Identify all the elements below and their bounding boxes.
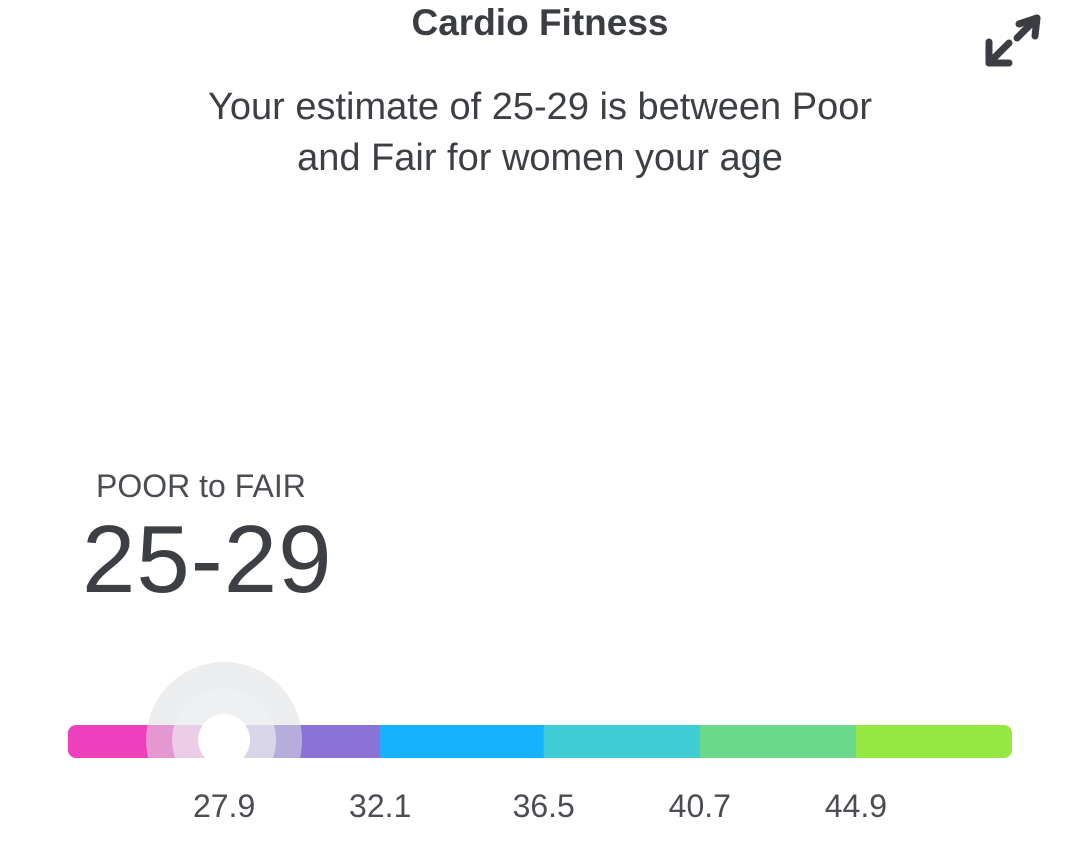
page-title: Cardio Fitness — [411, 2, 669, 43]
summary-line-2: and Fair for women your age — [297, 137, 783, 179]
fitness-gauge — [68, 662, 1012, 758]
tick-label: 40.7 — [668, 788, 731, 824]
gauge-segment-5 — [699, 725, 857, 758]
summary-line-1: Your estimate of 25-29 is between Poor — [208, 86, 872, 128]
gauge-segment-6 — [855, 725, 1012, 758]
tick-label: 44.9 — [824, 788, 888, 824]
expand-button[interactable] — [980, 6, 1044, 70]
expand-arrows-icon — [985, 14, 1041, 67]
gauge-marker — [146, 662, 303, 758]
summary-text: Your estimate of 25-29 is between Poor a… — [140, 82, 940, 184]
gauge-segment-4 — [543, 725, 701, 758]
tick-label: 27.9 — [192, 788, 256, 824]
fitness-category: POOR to FAIR — [96, 468, 306, 504]
gauge-bar — [68, 725, 1012, 758]
tick-label: 32.1 — [349, 788, 412, 824]
tick-label: 36.5 — [512, 788, 575, 824]
fitness-score: 25-29 — [82, 506, 333, 613]
marker-ring-3 — [198, 714, 251, 758]
gauge-segment-3 — [380, 725, 545, 758]
